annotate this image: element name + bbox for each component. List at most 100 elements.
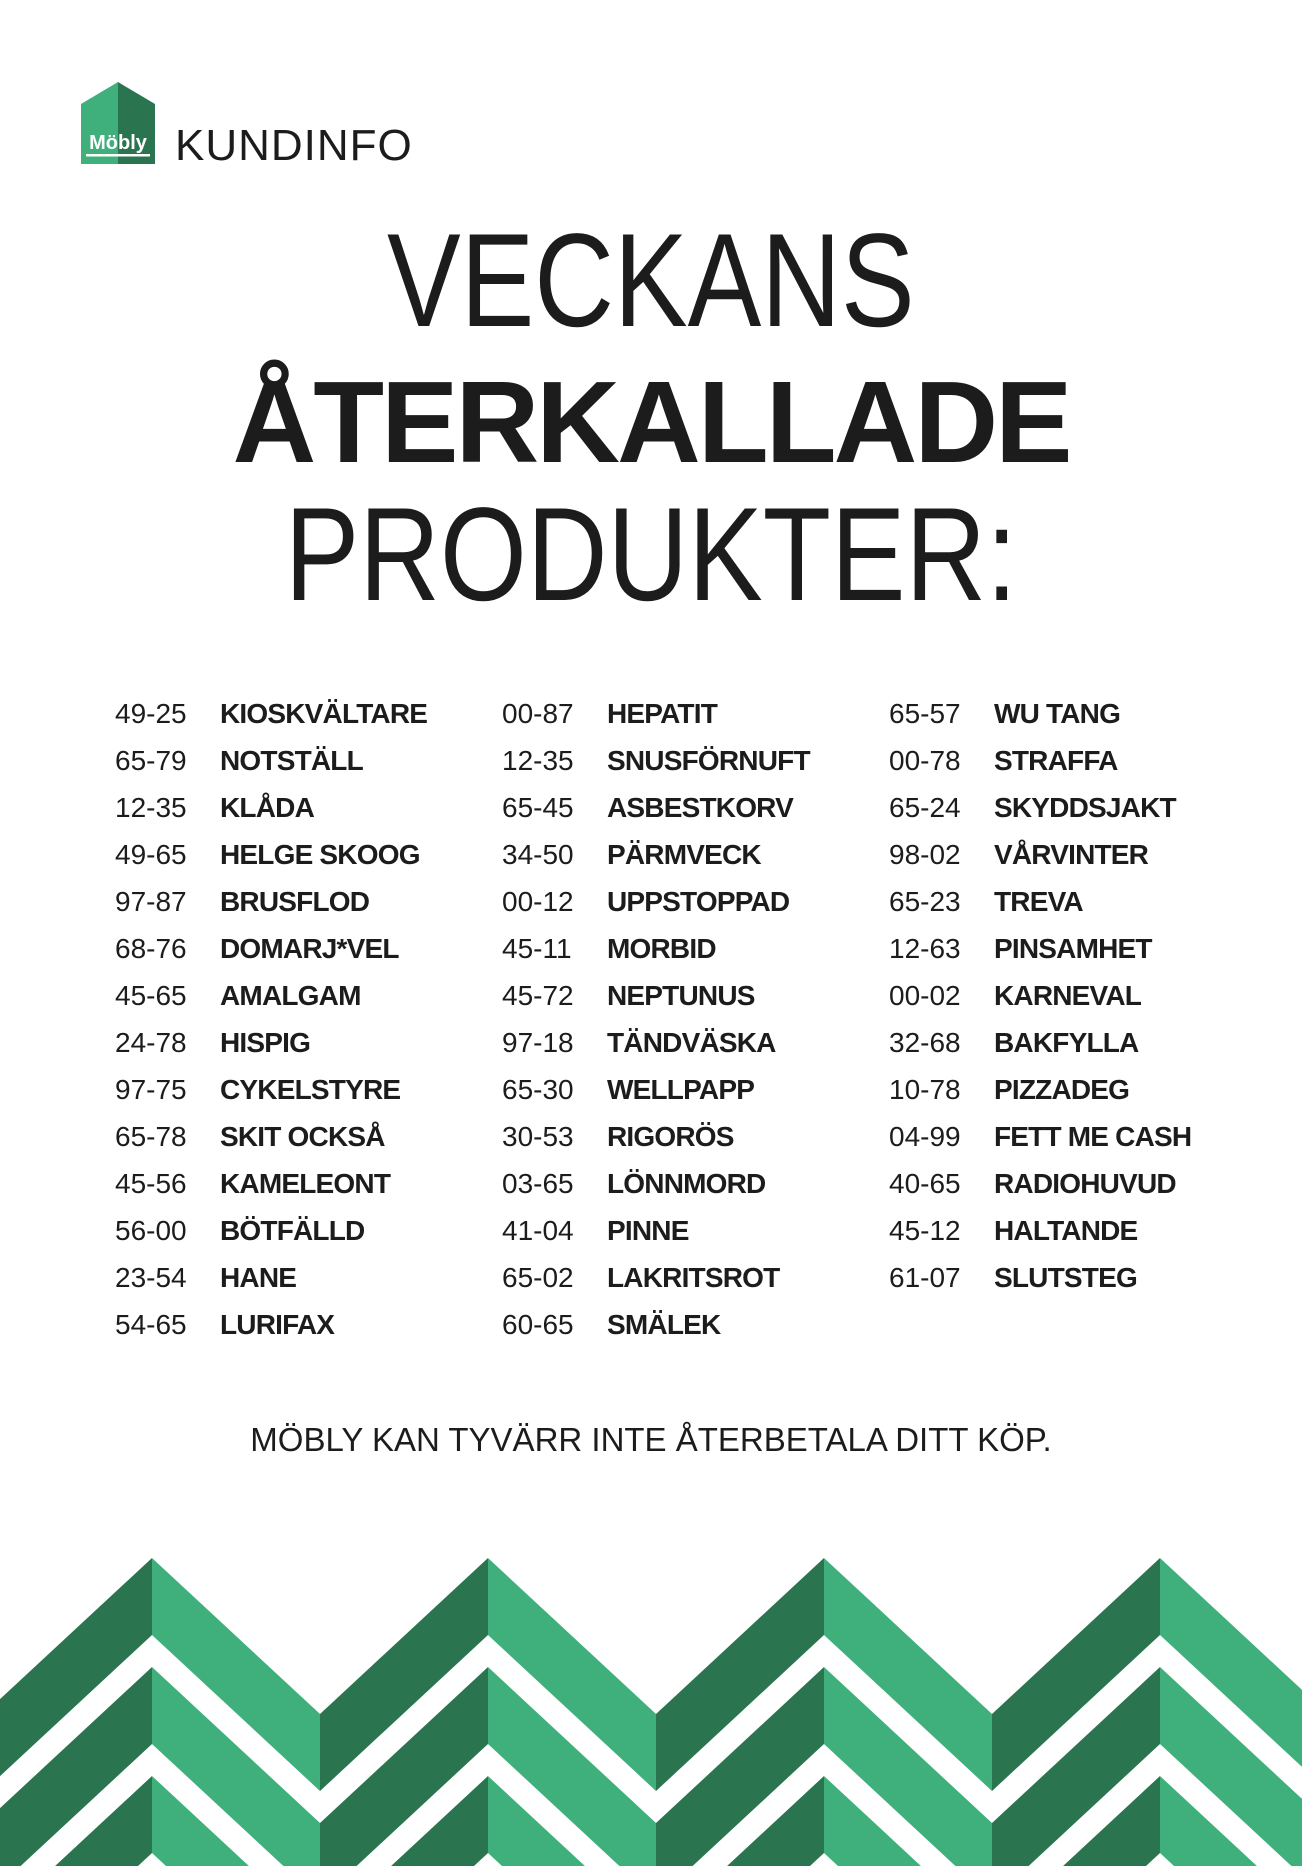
- zigzag-segment: [488, 1558, 656, 1791]
- product-name: PIZZADEG: [994, 1074, 1130, 1105]
- product-name: HALTANDE: [994, 1215, 1138, 1246]
- product-name: KARNEVAL: [994, 980, 1142, 1011]
- product-name: CYKELSTYRE: [220, 1074, 401, 1105]
- zigzag-segment: [1063, 1776, 1160, 1866]
- product-code: 97-87: [115, 886, 187, 917]
- product-code: 40-65: [889, 1168, 961, 1199]
- product-name: AMALGAM: [220, 980, 361, 1011]
- product-code: 12-35: [115, 792, 187, 823]
- product-code: 45-12: [889, 1215, 961, 1246]
- title-line-3: PRODUKTER:: [284, 481, 1018, 629]
- title-line-2: ÅTERKALLADE: [232, 357, 1073, 487]
- zigzag-segment: [391, 1776, 488, 1866]
- product-name: HELGE SKOOG: [220, 839, 420, 870]
- product-name: DOMARJ*VEL: [220, 933, 400, 964]
- product-name: PINSAMHET: [994, 933, 1153, 964]
- title-line-1: VECKANS: [387, 207, 915, 355]
- zigzag-segment: [0, 1667, 152, 1866]
- product-name: KIOSKVÄLTARE: [220, 698, 428, 729]
- zigzag-segment: [488, 1776, 585, 1866]
- product-name: PINNE: [607, 1215, 689, 1246]
- zigzag-segment: [0, 1558, 152, 1777]
- product-code: 00-02: [889, 980, 961, 1011]
- zigzag-segment: [992, 1667, 1160, 1866]
- product-name: ASBESTKORV: [607, 792, 794, 823]
- product-name: SMÄLEK: [607, 1309, 721, 1340]
- product-code: 60-65: [502, 1309, 574, 1340]
- product-name: SKYDDSJAKT: [994, 792, 1177, 823]
- zigzag-segment: [488, 1667, 656, 1866]
- product-code: 49-65: [115, 839, 187, 870]
- product-code: 54-65: [115, 1309, 187, 1340]
- product-name: SKIT OCKSÅ: [220, 1121, 385, 1152]
- zigzag-segment: [824, 1776, 921, 1866]
- zigzag-segment: [1160, 1776, 1257, 1866]
- zigzag-segment: [1160, 1667, 1302, 1866]
- product-code: 65-45: [502, 792, 574, 823]
- product-code: 04-99: [889, 1121, 961, 1152]
- product-name: WU TANG: [994, 698, 1121, 729]
- product-code: 49-25: [115, 698, 187, 729]
- product-name: KLÅDA: [220, 792, 315, 823]
- product-code: 00-78: [889, 745, 961, 776]
- product-code: 00-12: [502, 886, 574, 917]
- product-code: 45-56: [115, 1168, 187, 1199]
- product-code: 30-53: [502, 1121, 574, 1152]
- section-label: KUNDINFO: [175, 121, 413, 170]
- zigzag-segment: [320, 1667, 488, 1866]
- product-code: 41-04: [502, 1215, 574, 1246]
- product-name: HANE: [220, 1262, 297, 1293]
- product-name: SLUTSTEG: [994, 1262, 1138, 1293]
- zigzag-pattern: [0, 1558, 1302, 1866]
- product-name: SNUSFÖRNUFT: [607, 745, 811, 776]
- zigzag-segment: [824, 1667, 992, 1866]
- product-name: HEPATIT: [607, 698, 718, 729]
- product-code: 65-79: [115, 745, 187, 776]
- product-code: 97-18: [502, 1027, 574, 1058]
- product-name: LÖNNMORD: [607, 1168, 766, 1199]
- product-code: 45-72: [502, 980, 574, 1011]
- product-code: 23-54: [115, 1262, 187, 1293]
- product-code: 32-68: [889, 1027, 961, 1058]
- product-name: MORBID: [607, 933, 717, 964]
- product-name: VÅRVINTER: [994, 839, 1149, 870]
- product-name: LAKRITSROT: [607, 1262, 780, 1293]
- product-code: 65-78: [115, 1121, 187, 1152]
- product-code: 12-63: [889, 933, 961, 964]
- product-name: BÖTFÄLLD: [220, 1215, 365, 1246]
- product-name: WELLPAPP: [607, 1074, 755, 1105]
- product-code: 68-76: [115, 933, 187, 964]
- product-name: RIGORÖS: [607, 1121, 734, 1152]
- product-name: TÄNDVÄSKA: [607, 1027, 776, 1058]
- product-name: RADIOHUVUD: [994, 1168, 1177, 1199]
- zigzag-segment: [992, 1558, 1160, 1791]
- product-code: 10-78: [889, 1074, 961, 1105]
- product-name: KAMELEONT: [220, 1168, 391, 1199]
- zigzag-segment: [152, 1558, 320, 1791]
- product-code: 45-65: [115, 980, 187, 1011]
- product-code: 03-65: [502, 1168, 574, 1199]
- product-code: 65-57: [889, 698, 961, 729]
- refund-notice: MÖBLY KAN TYVÄRR INTE ÅTERBETALA DITT KÖ…: [250, 1421, 1052, 1458]
- zigzag-segment: [1160, 1558, 1302, 1767]
- product-name: BAKFYLLA: [994, 1027, 1139, 1058]
- product-code: 61-07: [889, 1262, 961, 1293]
- product-code: 00-87: [502, 698, 574, 729]
- zigzag-segment: [727, 1776, 824, 1866]
- zigzag-segment: [152, 1776, 249, 1866]
- zigzag-segment: [152, 1667, 320, 1866]
- zigzag-segment: [656, 1667, 824, 1866]
- mobly-logo: Möbly: [81, 82, 155, 164]
- product-name: FETT ME CASH: [994, 1121, 1192, 1152]
- zigzag-segment: [656, 1558, 824, 1791]
- zigzag-segment: [320, 1558, 488, 1791]
- product-code: 45-11: [502, 933, 572, 964]
- product-name: HISPIG: [220, 1027, 311, 1058]
- product-name: LURIFAX: [220, 1309, 335, 1340]
- product-code: 65-23: [889, 886, 961, 917]
- product-code: 12-35: [502, 745, 574, 776]
- product-name: TREVA: [994, 886, 1084, 917]
- product-name: NOTSTÄLL: [220, 745, 364, 776]
- product-name: PÄRMVECK: [607, 839, 762, 870]
- product-name: STRAFFA: [994, 745, 1118, 776]
